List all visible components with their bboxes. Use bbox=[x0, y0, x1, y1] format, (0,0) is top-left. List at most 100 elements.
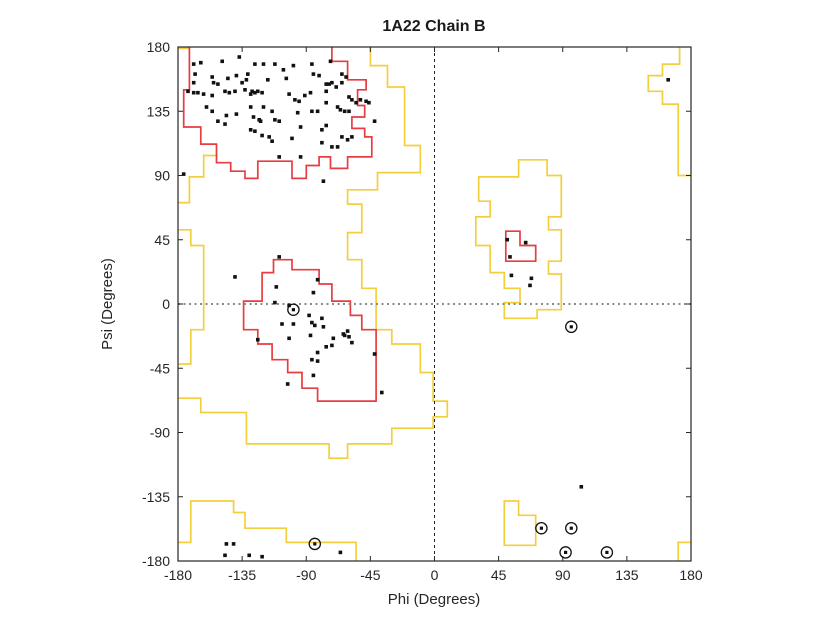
scatter-point bbox=[248, 128, 253, 132]
scatter-point bbox=[234, 112, 239, 116]
scatter-point bbox=[261, 62, 266, 66]
scatter-point bbox=[250, 89, 254, 94]
scatter-point bbox=[345, 138, 350, 142]
scatter-point bbox=[256, 89, 260, 94]
allowed-contour bbox=[677, 541, 691, 561]
scatter-point bbox=[310, 109, 314, 114]
scatter-point bbox=[335, 105, 340, 109]
scatter-point bbox=[223, 553, 227, 558]
scatter-point bbox=[345, 329, 350, 333]
y-tick-label: 0 bbox=[162, 296, 170, 312]
x-tick-label: -90 bbox=[296, 567, 316, 583]
scatter-point bbox=[266, 78, 270, 82]
scatter-point bbox=[579, 485, 584, 489]
y-tick-label: 135 bbox=[147, 103, 171, 119]
allowed-contour bbox=[503, 500, 537, 547]
scatter-point bbox=[338, 108, 343, 112]
allowed-contour bbox=[178, 228, 205, 365]
x-tick-label: -45 bbox=[360, 567, 380, 583]
scatter-point bbox=[223, 122, 227, 126]
scatter-point bbox=[347, 95, 351, 99]
plot-title: 1A22 Chain B bbox=[382, 18, 485, 35]
axis-tick-labels: -180 -135 -90 -45 0 45 90 135 180 -180 -135 -90 -45 0… bbox=[142, 39, 703, 583]
scatter-point bbox=[287, 92, 291, 96]
y-axis-label: Psi (Degrees) bbox=[99, 258, 116, 350]
scatter-point bbox=[321, 179, 326, 183]
scatter-point bbox=[505, 237, 509, 242]
scatter-point bbox=[253, 129, 257, 133]
allowed-region-contours bbox=[178, 47, 691, 561]
scatter-point bbox=[330, 80, 334, 85]
favored-region-contours bbox=[182, 47, 537, 402]
scatter-point bbox=[199, 60, 203, 65]
scatter-point bbox=[340, 72, 344, 76]
x-tick-label: -135 bbox=[228, 567, 256, 583]
scatter-point bbox=[237, 55, 242, 59]
scatter-point bbox=[354, 100, 358, 105]
scatter-point bbox=[260, 90, 264, 95]
scatter-point bbox=[307, 313, 311, 318]
x-tick-label: 180 bbox=[679, 567, 703, 583]
scatter-point bbox=[367, 100, 371, 105]
scatter-point bbox=[330, 343, 334, 348]
scatter-points-layer bbox=[181, 55, 670, 559]
outlier-point bbox=[539, 526, 543, 530]
scatter-point bbox=[248, 105, 253, 109]
scatter-point bbox=[330, 145, 334, 149]
x-tick-label: 0 bbox=[431, 567, 439, 583]
scatter-point bbox=[277, 155, 281, 159]
scatter-point bbox=[508, 255, 512, 259]
scatter-point bbox=[287, 336, 291, 341]
scatter-point bbox=[298, 155, 303, 159]
scatter-point bbox=[311, 373, 316, 378]
scatter-point bbox=[191, 80, 196, 85]
scatter-point bbox=[277, 119, 281, 123]
scatter-point bbox=[528, 283, 532, 288]
scatter-point bbox=[666, 78, 670, 82]
scatter-point bbox=[350, 340, 354, 345]
scatter-point bbox=[310, 62, 314, 66]
scatter-point bbox=[291, 63, 296, 68]
scatter-point bbox=[191, 62, 196, 66]
scatter-point bbox=[298, 125, 303, 129]
scatter-point bbox=[281, 68, 286, 72]
scatter-point bbox=[240, 80, 244, 85]
scatter-point bbox=[324, 100, 328, 105]
x-tick-label: 135 bbox=[615, 567, 639, 583]
scatter-point bbox=[320, 128, 324, 132]
scatter-point bbox=[295, 110, 300, 115]
scatter-point bbox=[315, 277, 320, 282]
scatter-point bbox=[291, 322, 296, 326]
scatter-point bbox=[196, 90, 200, 95]
x-tick-label: 45 bbox=[491, 567, 507, 583]
scatter-point bbox=[297, 99, 301, 104]
scatter-point bbox=[303, 93, 307, 98]
scatter-point bbox=[321, 325, 326, 329]
scatter-point bbox=[211, 80, 216, 85]
scatter-point bbox=[273, 62, 277, 66]
scatter-point bbox=[290, 136, 294, 141]
scatter-point bbox=[220, 59, 224, 64]
zero-reference-lines bbox=[178, 47, 691, 561]
scatter-point bbox=[293, 98, 297, 102]
scatter-point bbox=[186, 89, 190, 94]
scatter-point bbox=[231, 542, 236, 546]
outlier-point bbox=[291, 308, 295, 312]
scatter-point bbox=[338, 550, 343, 555]
outlier-point bbox=[313, 542, 317, 546]
scatter-point bbox=[509, 273, 514, 278]
favored-contour bbox=[242, 258, 377, 402]
y-tick-label: 180 bbox=[147, 39, 171, 55]
outlier-circle bbox=[565, 320, 578, 334]
y-tick-label: -180 bbox=[142, 553, 170, 569]
scatter-point bbox=[335, 145, 340, 149]
x-tick-label: 90 bbox=[555, 567, 571, 583]
scatter-point bbox=[340, 135, 344, 139]
scatter-point bbox=[364, 99, 368, 104]
scatter-point bbox=[248, 92, 253, 96]
favored-contour bbox=[504, 230, 537, 263]
y-tick-label: -135 bbox=[142, 489, 170, 505]
scatter-point bbox=[317, 73, 321, 78]
outlier-circle bbox=[559, 546, 572, 559]
scatter-point bbox=[529, 276, 534, 281]
